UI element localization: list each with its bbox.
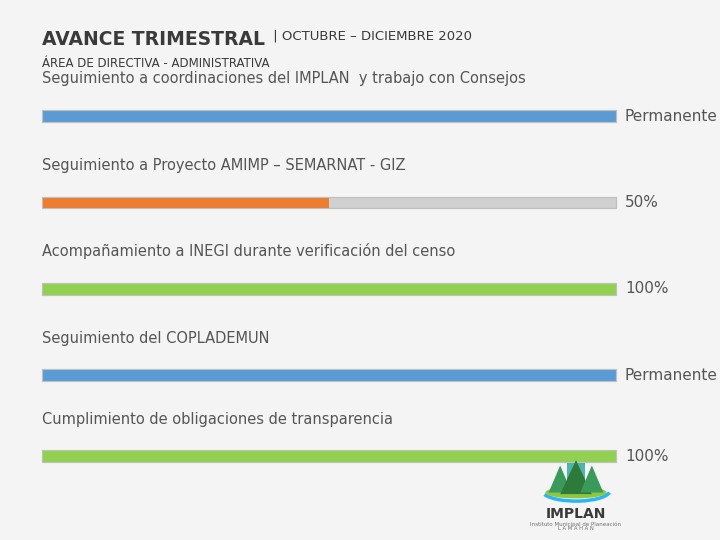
Text: L A M A H A N: L A M A H A N: [558, 526, 594, 531]
FancyBboxPatch shape: [42, 450, 616, 462]
Text: Seguimiento del COPLADEMUN: Seguimiento del COPLADEMUN: [42, 330, 269, 346]
FancyBboxPatch shape: [42, 369, 616, 381]
Text: 50%: 50%: [625, 195, 659, 210]
FancyBboxPatch shape: [42, 369, 616, 381]
Text: Seguimiento a Proyecto AMIMP – SEMARNAT - GIZ: Seguimiento a Proyecto AMIMP – SEMARNAT …: [42, 158, 405, 173]
Text: Permanente: Permanente: [625, 109, 718, 124]
Text: 100%: 100%: [625, 281, 668, 296]
FancyBboxPatch shape: [42, 197, 616, 208]
Text: Seguimiento a coordinaciones del IMPLAN  y trabajo con Consejos: Seguimiento a coordinaciones del IMPLAN …: [42, 71, 526, 86]
FancyBboxPatch shape: [42, 283, 616, 295]
Text: AVANCE TRIMESTRAL: AVANCE TRIMESTRAL: [42, 30, 265, 49]
Text: ÁREA DE DIRECTIVA - ADMINISTRATIVA: ÁREA DE DIRECTIVA - ADMINISTRATIVA: [42, 57, 269, 70]
Bar: [567, 463, 585, 492]
Polygon shape: [560, 460, 592, 494]
FancyBboxPatch shape: [42, 283, 616, 295]
Text: Cumplimiento de obligaciones de transparencia: Cumplimiento de obligaciones de transpar…: [42, 411, 393, 427]
Text: Acompañamiento a INEGI durante verificación del censo: Acompañamiento a INEGI durante verificac…: [42, 243, 455, 259]
FancyBboxPatch shape: [42, 110, 616, 122]
FancyBboxPatch shape: [42, 110, 616, 122]
FancyBboxPatch shape: [42, 450, 616, 462]
Text: 100%: 100%: [625, 449, 668, 464]
Text: IMPLAN: IMPLAN: [546, 507, 606, 521]
FancyBboxPatch shape: [42, 197, 328, 208]
Text: Instituto Municipal de Planeación: Instituto Municipal de Planeación: [531, 521, 621, 526]
Polygon shape: [549, 465, 572, 492]
Text: Permanente: Permanente: [625, 368, 718, 383]
Ellipse shape: [546, 487, 606, 498]
Text: | OCTUBRE – DICIEMBRE 2020: | OCTUBRE – DICIEMBRE 2020: [269, 30, 472, 43]
Polygon shape: [580, 465, 603, 492]
